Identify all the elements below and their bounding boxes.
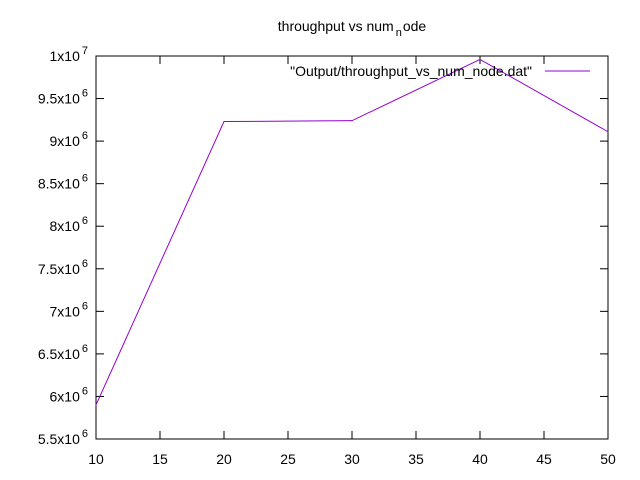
y-tick-exponent: 6: [82, 343, 88, 355]
y-tick-label: 7.5x10 6: [38, 258, 88, 277]
x-tick-label: 45: [536, 451, 552, 467]
y-tick-label: 6x10 6: [50, 385, 88, 404]
data-point: [479, 58, 481, 61]
y-tick-label: 5.5x10 6: [38, 428, 88, 447]
y-tick-mantissa: 9.5x10: [38, 91, 80, 107]
x-tick-label: 40: [472, 451, 488, 467]
chart-title-subscript: n: [396, 27, 402, 39]
y-tick-label: 7x10 6: [50, 300, 88, 319]
y-tick-mantissa: 6x10: [50, 388, 81, 404]
data-point: [607, 131, 609, 133]
y-tick-exponent: 6: [82, 428, 88, 440]
y-tick-mantissa: 7.5x10: [38, 261, 80, 277]
data-point: [351, 120, 353, 122]
y-tick-exponent: 6: [82, 300, 88, 312]
x-tick-label: 50: [600, 451, 616, 467]
legend: "Output/throughput_vs_num_node.dat": [290, 63, 590, 79]
y-tick-label: 6.5x10 6: [38, 343, 88, 362]
chart-title-rest: ode: [403, 18, 427, 34]
y-tick-exponent: 6: [82, 88, 88, 100]
x-tick-label: 15: [152, 451, 168, 467]
plot-frame: [95, 55, 609, 440]
data-point: [223, 120, 225, 123]
series-line: [95, 58, 609, 406]
chart-title: throughput vs num node: [278, 18, 427, 39]
y-tick-exponent: 6: [82, 258, 88, 270]
x-tick-label: 35: [408, 451, 424, 467]
series-group: [95, 58, 609, 406]
y-tick-exponent: 6: [82, 385, 88, 397]
y-tick-exponent: 7: [82, 45, 88, 57]
y-tick-label: 9.5x10 6: [38, 88, 88, 107]
y-tick-mantissa: 9x10: [50, 133, 81, 149]
y-tick-label: 9x10 6: [50, 130, 88, 149]
y-tick-mantissa: 8.5x10: [38, 176, 80, 192]
x-tick-label: 25: [280, 451, 296, 467]
y-tick-mantissa: 1x10: [50, 48, 81, 64]
y-tick-exponent: 6: [82, 130, 88, 142]
data-point: [95, 404, 97, 406]
y-tick-label: 1x10 7: [50, 45, 88, 64]
x-tick-label: 30: [344, 451, 360, 467]
y-tick-mantissa: 6.5x10: [38, 346, 80, 362]
y-tick-mantissa: 7x10: [50, 303, 81, 319]
y-tick-mantissa: 8x10: [50, 218, 81, 234]
y-tick-exponent: 6: [82, 173, 88, 185]
chart-title-main: throughput vs num: [278, 18, 394, 34]
y-tick-mantissa: 5.5x10: [38, 431, 80, 447]
y-tick-label: 8x10 6: [50, 215, 88, 234]
legend-entry-label: "Output/throughput_vs_num_node.dat": [290, 63, 532, 79]
x-tick-label: 10: [88, 451, 104, 467]
x-tick-label: 20: [216, 451, 232, 467]
y-tick-label: 8.5x10 6: [38, 173, 88, 192]
y-tick-exponent: 6: [82, 215, 88, 227]
